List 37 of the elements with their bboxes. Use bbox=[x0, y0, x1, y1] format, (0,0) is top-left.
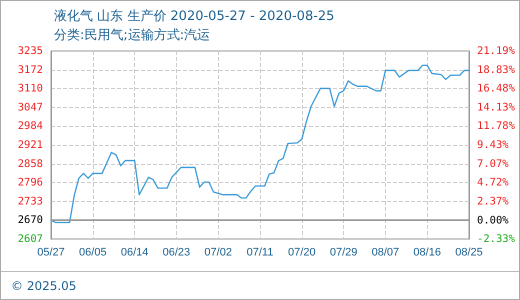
y-tick-label: 3047 bbox=[18, 101, 43, 114]
y2-tick-label: 0.00% bbox=[477, 214, 510, 226]
y2-tick-label: 14.13% bbox=[477, 101, 516, 114]
y-tick-label: 2858 bbox=[18, 158, 43, 170]
y-tick-label: 2733 bbox=[18, 195, 43, 208]
y-tick-label: 2607 bbox=[18, 233, 43, 245]
y2-tick-label: 9.43% bbox=[477, 139, 510, 151]
line-series bbox=[50, 64, 470, 224]
y-tick-label: 3110 bbox=[18, 82, 43, 94]
y-tick-label: 2670 bbox=[18, 214, 43, 226]
x-tick-label: 07/02 bbox=[204, 246, 232, 258]
y-tick-label: 2921 bbox=[18, 139, 43, 151]
y-tick-label: 2796 bbox=[18, 176, 43, 188]
y2-tick-label: -2.33% bbox=[477, 233, 516, 245]
x-tick-label: 07/29 bbox=[330, 246, 358, 258]
y2-tick-label: 21.19% bbox=[477, 45, 516, 57]
chart-subtitle: 分类:民用气;运输方式:汽运 bbox=[54, 27, 210, 43]
x-tick-label: 06/14 bbox=[120, 246, 148, 258]
chart-title: 液化气 山东 生产价 2020-05-27 - 2020-08-25 bbox=[54, 9, 334, 24]
x-tick-label: 06/23 bbox=[162, 246, 190, 258]
x-tick-label: 07/20 bbox=[288, 246, 316, 258]
x-tick-label: 08/07 bbox=[372, 246, 400, 258]
y-tick-label: 2984 bbox=[18, 120, 43, 132]
x-tick-label: 08/16 bbox=[413, 246, 441, 258]
y2-tick-label: 7.07% bbox=[477, 158, 510, 170]
text: © 2025.05 bbox=[11, 279, 76, 293]
y-tick-label: 3172 bbox=[18, 64, 43, 76]
x-tick-label: 08/25 bbox=[455, 246, 483, 258]
y2-tick-label: 11.78% bbox=[477, 120, 516, 132]
y2-tick-label: 18.83% bbox=[477, 64, 516, 76]
y-tick-label: 3235 bbox=[18, 45, 43, 57]
y2-tick-label: 4.72% bbox=[477, 176, 510, 189]
x-tick-label: 06/05 bbox=[79, 246, 107, 258]
y2-tick-label: 16.48% bbox=[477, 82, 516, 95]
x-tick-label: 05/27 bbox=[37, 246, 65, 258]
x-tick-label: 07/11 bbox=[246, 246, 274, 258]
y2-tick-label: 2.37% bbox=[477, 195, 510, 208]
